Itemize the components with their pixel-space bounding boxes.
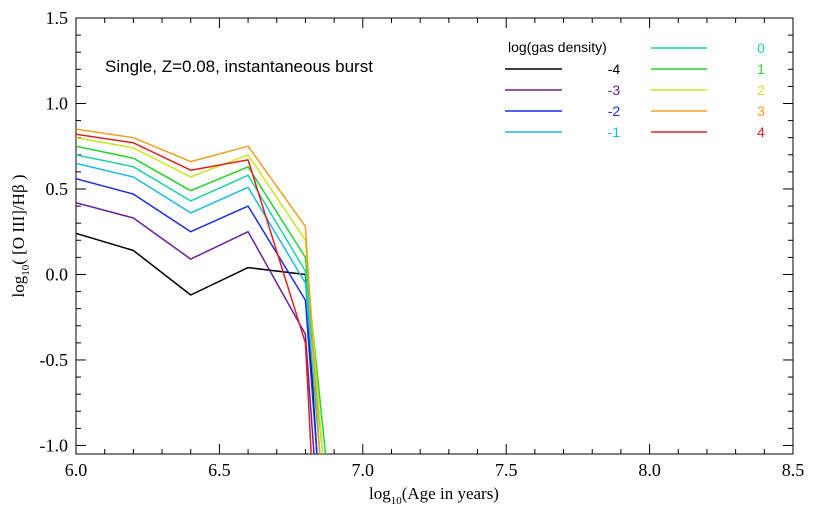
series-line--1 bbox=[76, 162, 321, 454]
legend-label: 3 bbox=[757, 103, 765, 119]
y-tick-label: 1.0 bbox=[46, 93, 69, 113]
legend-label: 2 bbox=[757, 82, 765, 98]
series-line-0 bbox=[76, 154, 324, 454]
series-lines bbox=[76, 128, 327, 454]
x-tick-label: 6.0 bbox=[65, 460, 88, 480]
series-line--3 bbox=[76, 201, 315, 454]
y-tick-label: -0.5 bbox=[40, 350, 69, 370]
x-axis-title: log10(Age in years) bbox=[369, 484, 499, 507]
y-tick-label: -1.0 bbox=[40, 435, 69, 455]
legend-label: 0 bbox=[757, 40, 765, 56]
x-tick-label: 6.5 bbox=[208, 460, 231, 480]
y-tick-label: 1.5 bbox=[46, 8, 69, 28]
legend-label: -2 bbox=[608, 103, 621, 119]
series-line-3 bbox=[76, 128, 321, 454]
y-tick-label: 0.5 bbox=[46, 179, 69, 199]
legend-label: -4 bbox=[608, 61, 621, 77]
legend-label: -3 bbox=[608, 82, 621, 98]
series-line-1 bbox=[76, 145, 327, 454]
x-tick-label: 8.5 bbox=[782, 460, 805, 480]
y-tick-label: 0.0 bbox=[46, 264, 69, 284]
legend-label: 4 bbox=[757, 124, 765, 140]
legend-title: log(gas density) bbox=[508, 39, 607, 55]
tick-labels: 6.0 6.5 7.0 7.5 8.0 8.5 -1.0 -0.5 0.0 0.5 1.0 1.5 bbox=[40, 8, 805, 480]
y-axis-title: log10( [O III]/Hβ ) bbox=[9, 174, 32, 297]
series-line-4 bbox=[76, 133, 312, 454]
series-line-2 bbox=[76, 136, 324, 454]
x-tick-label: 7.0 bbox=[352, 460, 375, 480]
legend-label: 1 bbox=[757, 61, 765, 77]
chart-annotation: Single, Z=0.08, instantaneous burst bbox=[105, 57, 373, 76]
x-tick-label: 8.0 bbox=[638, 460, 661, 480]
axis-ticks bbox=[75, 17, 794, 454]
series-line--2 bbox=[76, 177, 318, 454]
legend: log(gas density) -4 -3 -2 -1 0 1 2 3 4 bbox=[505, 39, 765, 140]
plot-frame bbox=[75, 17, 794, 455]
x-tick-label: 7.5 bbox=[495, 460, 518, 480]
legend-label: -1 bbox=[608, 124, 621, 140]
